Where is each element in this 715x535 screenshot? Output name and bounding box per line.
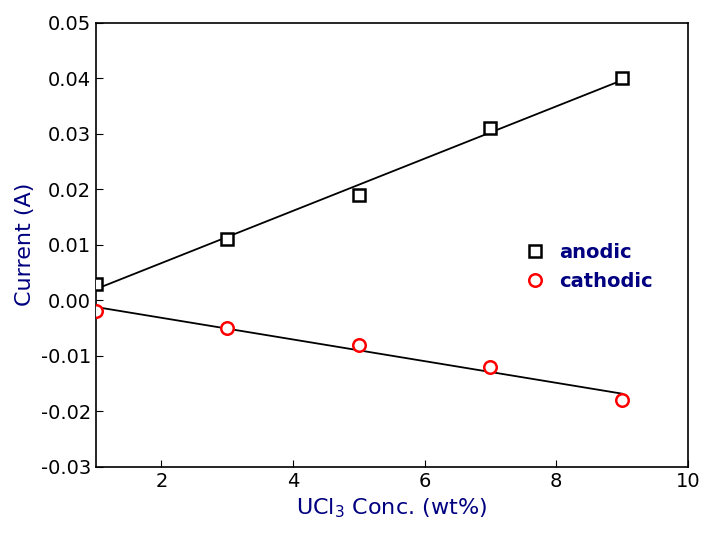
X-axis label: UCl$_3$ Conc. (wt%): UCl$_3$ Conc. (wt%) (296, 496, 487, 520)
Line: anodic: anodic (89, 72, 628, 290)
cathodic (355, 341, 363, 348)
Y-axis label: Current (A): Current (A) (15, 183, 35, 307)
cathodic (618, 397, 626, 403)
cathodic (92, 308, 100, 315)
anodic (92, 280, 100, 287)
cathodic (486, 364, 495, 370)
Line: cathodic: cathodic (89, 305, 628, 407)
anodic (618, 75, 626, 81)
cathodic (223, 325, 232, 331)
anodic (486, 125, 495, 131)
Legend: anodic, cathodic: anodic, cathodic (516, 235, 660, 299)
anodic (223, 236, 232, 242)
anodic (355, 192, 363, 198)
